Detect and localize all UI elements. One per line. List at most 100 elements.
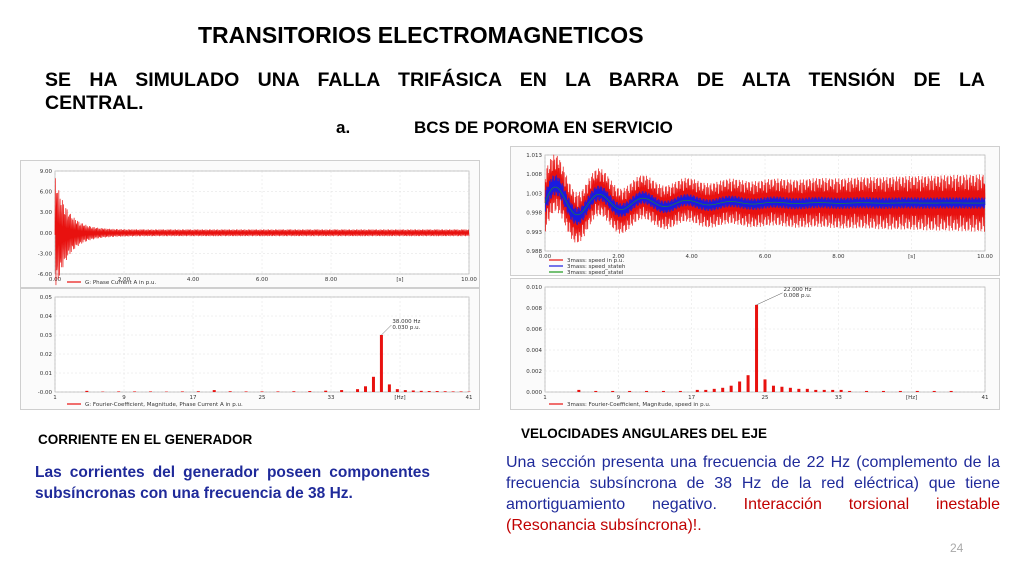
annotation-leader <box>381 324 392 336</box>
x-tick-label: 33 <box>328 395 335 401</box>
fft-bar <box>695 389 699 392</box>
y-tick-label: 0.993 <box>526 230 542 236</box>
y-tick-label: 6.00 <box>40 190 53 196</box>
fft-bar <box>738 381 742 392</box>
y-tick-label: 1.013 <box>526 153 542 159</box>
left-description: Las corrientes del generador poseen comp… <box>35 464 430 502</box>
y-tick-label: 3.00 <box>40 210 53 216</box>
y-tick-label: 0.002 <box>526 369 542 375</box>
y-tick-label: 0.008 <box>526 306 542 312</box>
fft-bar <box>292 391 296 392</box>
x-tick-label: 9 <box>617 395 621 401</box>
fft-bar <box>443 391 447 392</box>
fft-bar <box>196 391 200 392</box>
fft-bar <box>228 391 232 392</box>
y-tick-label: -3.00 <box>38 251 53 257</box>
x-tick-label: 1 <box>543 395 547 401</box>
fft-bar <box>459 391 463 392</box>
fft-bar <box>451 391 455 392</box>
fft-bar <box>755 304 759 392</box>
y-tick-label: 0.00 <box>40 231 53 237</box>
y-tick-label: -6.00 <box>38 272 53 278</box>
x-tick-label: 2.00 <box>612 254 625 260</box>
fft-bar <box>763 379 767 392</box>
fft-bar <box>881 390 885 392</box>
speed-time-chart: 1.013 1.008 1.003 0.998 0.993 0.988 0.00 2.00 4.… <box>510 146 1000 276</box>
fft-bar <box>949 390 953 392</box>
x-tick-label: 4.00 <box>686 254 699 260</box>
fft-bar <box>898 390 902 392</box>
fft-bar <box>577 389 581 392</box>
fft-bar <box>212 390 216 392</box>
series-line-speed <box>544 154 986 243</box>
fft-bar <box>915 390 919 392</box>
x-tick-label: [Hz] <box>906 395 917 401</box>
fft-bar <box>645 390 649 392</box>
right-description-part1: Una sección presenta una frecuencia de 2… <box>506 454 1000 513</box>
annotation-label-freq: 22.000 Hz <box>784 287 812 293</box>
fft-bar <box>839 389 843 392</box>
fft-bar <box>865 390 869 392</box>
y-tick-label: 0.03 <box>40 333 53 339</box>
y-tick-label: 0.998 <box>526 211 542 217</box>
x-tick-label: 33 <box>835 395 842 401</box>
fft-bar <box>721 387 725 392</box>
y-tick-label: 0.988 <box>526 249 542 255</box>
fft-bar <box>85 390 89 392</box>
x-tick-label: [s] <box>908 254 915 260</box>
fft-bar <box>364 386 367 392</box>
fft-bar <box>611 390 615 392</box>
fft-bar <box>117 391 121 392</box>
legend-label: 3mass: speed in p.u. <box>567 258 624 264</box>
y-tick-label: 0.000 <box>526 390 542 396</box>
fft-bar <box>831 389 835 392</box>
x-tick-label: 25 <box>762 395 769 401</box>
x-tick-label: 6.00 <box>256 277 269 283</box>
fft-bar <box>822 389 826 392</box>
y-tick-label: 0.05 <box>40 295 53 301</box>
x-tick-label: 4.00 <box>187 277 200 283</box>
fft-bar <box>149 391 153 392</box>
y-tick-label: 1.008 <box>526 172 542 178</box>
x-tick-label: 10.00 <box>977 254 993 260</box>
legend-label: G: Phase Current A in p.u. <box>85 280 156 286</box>
y-tick-label: 0.01 <box>40 371 52 377</box>
slide-title: TRANSITORIOS ELECTROMAGNETICOS <box>198 22 644 48</box>
right-caption: VELOCIDADES ANGULARES DEL EJE <box>521 426 768 441</box>
fft-bar <box>395 389 399 392</box>
fft-bar <box>379 335 383 392</box>
right-description-part2: Interacción torsional inestable (Resonan… <box>506 496 1000 534</box>
annotation-label-freq: 38.000 Hz <box>392 319 420 325</box>
fft-bar <box>403 390 407 392</box>
current-fft-chart: 0.05 0.04 0.03 0.02 0.01 -0.00 1 9 17 25 33 [Hz] 41 3… <box>20 288 480 410</box>
annotation-label-mag: 0.030 p.u. <box>392 325 420 331</box>
y-tick-label: 0.006 <box>526 327 542 333</box>
fft-bar <box>780 386 784 392</box>
x-tick-label: 8.00 <box>325 277 338 283</box>
series-line-speed-stateh <box>544 174 986 226</box>
current-time-chart: 9.00 6.00 3.00 0.00 -3.00 -6.00 0.00 2.00 4.00 6.… <box>20 160 480 288</box>
fft-bar <box>419 390 423 392</box>
y-tick-label: 0.004 <box>526 348 542 354</box>
x-tick-label: 10.00 <box>461 277 477 283</box>
fft-bar <box>356 389 360 392</box>
fft-bar <box>712 388 716 392</box>
left-caption: CORRIENTE EN EL GENERADOR <box>38 432 253 447</box>
fft-bar <box>260 391 264 392</box>
x-tick-label: 17 <box>688 395 695 401</box>
fft-bar <box>729 385 733 392</box>
fft-bar <box>932 390 936 392</box>
x-tick-label: 17 <box>190 395 197 401</box>
x-tick-label: 1 <box>53 395 57 401</box>
fft-bar <box>788 387 792 392</box>
fft-bar <box>133 391 137 392</box>
fft-bar <box>308 391 312 392</box>
fft-bar <box>594 390 598 392</box>
plot-area <box>54 170 470 275</box>
legend-label: 3mass: speed_statel <box>567 270 624 276</box>
slide-subtitle-line1: SE HA SIMULADO UNA FALLA TRIFÁSICA EN LA… <box>45 69 985 91</box>
fft-bar <box>661 390 665 392</box>
fft-bar <box>628 390 632 392</box>
